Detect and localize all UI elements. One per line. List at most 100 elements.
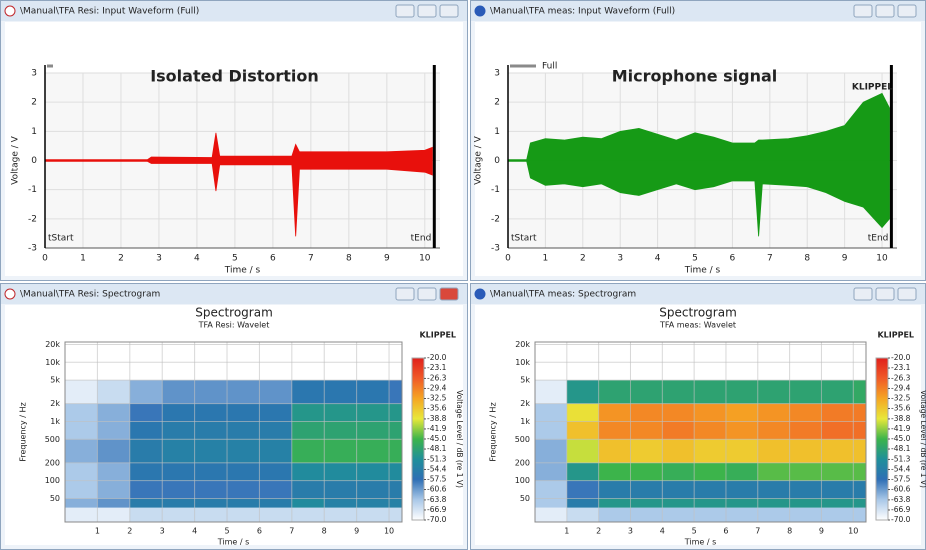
y-tick-label: 50 (520, 494, 530, 503)
minimize-button[interactable] (854, 5, 872, 17)
close-button[interactable] (898, 5, 916, 17)
heatmap-cell (259, 498, 291, 507)
x-tick-label: 6 (257, 527, 262, 536)
maximize-button[interactable] (418, 288, 436, 300)
colorbar-tick-label: -51.3 (427, 454, 447, 463)
heatmap-cell (567, 498, 599, 507)
x-tick-label: 0 (42, 254, 48, 264)
heatmap-cell (630, 421, 662, 439)
colorbar-label: Voltage Level / dB (re 1 V) (919, 390, 926, 488)
x-tick-label: 8 (322, 527, 327, 536)
x-tick-label: 1 (95, 527, 100, 536)
heatmap-cell (130, 344, 162, 362)
colorbar-tick-label: -23.1 (891, 363, 911, 372)
heatmap-cell (357, 404, 389, 422)
heatmap-cell (694, 463, 726, 481)
heatmap-cell (630, 404, 662, 422)
heatmap-cell (758, 404, 790, 422)
heatmap-cell (758, 380, 790, 404)
colorbar-tick-label: -32.5 (891, 394, 911, 403)
marker-label: tEnd (868, 234, 889, 244)
colorbar-tick-label: -63.8 (891, 495, 911, 504)
close-button[interactable] (898, 288, 916, 300)
heatmap-cell (726, 380, 758, 404)
heatmap-cell (259, 481, 291, 499)
heatmap-cell (790, 404, 822, 422)
x-tick-label: 3 (160, 527, 165, 536)
x-tick-label: 8 (787, 527, 792, 536)
heatmap-cell (535, 439, 567, 463)
colorbar-tick-label: -60.6 (427, 485, 447, 494)
x-tick-label: 4 (660, 527, 665, 536)
y-tick-label: -1 (491, 185, 500, 195)
heatmap-cell (599, 344, 631, 362)
heatmap-cell (758, 344, 790, 362)
y-tick-label: 3 (494, 69, 500, 79)
maximize-button[interactable] (876, 288, 894, 300)
window-title: \Manual\TFA meas: Spectrogram (490, 290, 636, 300)
colorbar-tick-label: -41.9 (427, 424, 447, 433)
heatmap-cell (292, 421, 324, 439)
heatmap-cell (324, 439, 356, 463)
colorbar-tick-label: -38.8 (427, 414, 447, 423)
heatmap-cell (65, 463, 97, 481)
y-tick-label: 2k (50, 399, 60, 408)
heatmap-cell (853, 508, 866, 522)
heatmap-cell (758, 481, 790, 499)
x-tick-label: 3 (156, 254, 162, 264)
heatmap-cell (630, 344, 662, 362)
heatmap-cell (630, 380, 662, 404)
heatmap-cell (97, 498, 129, 507)
heatmap-cell (324, 508, 356, 522)
close-button[interactable] (440, 288, 458, 300)
maximize-button[interactable] (418, 5, 436, 17)
heatmap-cell (821, 481, 853, 499)
colorbar-tick-label: -48.1 (891, 444, 911, 453)
heatmap-cell (292, 481, 324, 499)
heatmap-cell (694, 404, 726, 422)
x-axis-label: Time / s (217, 538, 250, 547)
colorbar-tick-label: -20.0 (427, 353, 447, 362)
heatmap-cell (227, 439, 259, 463)
heatmap-cell (292, 404, 324, 422)
heatmap-cell (821, 508, 853, 522)
heatmap-cell (853, 498, 866, 507)
colorbar-tick-label: -32.5 (427, 394, 447, 403)
x-tick-label: 9 (842, 254, 848, 264)
x-tick-label: 10 (384, 527, 394, 536)
heatmap-cell (630, 362, 662, 380)
legend-label: Full (542, 62, 557, 72)
close-button[interactable] (440, 5, 458, 17)
x-tick-label: 6 (730, 254, 736, 264)
minimize-button[interactable] (854, 288, 872, 300)
heatmap-cell (599, 439, 631, 463)
heatmap-cell (324, 362, 356, 380)
heatmap-cell (324, 463, 356, 481)
heatmap-cell (259, 344, 291, 362)
heatmap-cell (97, 380, 129, 404)
x-axis-label: Time / s (224, 266, 261, 276)
colorbar-tick-label: -63.8 (427, 495, 447, 504)
heatmap-cell (97, 362, 129, 380)
heatmap-cell (662, 380, 694, 404)
heatmap-cell (162, 380, 194, 404)
colorbar-tick-label: -35.6 (427, 404, 447, 413)
heatmap-cell (694, 421, 726, 439)
y-tick-label: 20k (515, 340, 530, 349)
maximize-button[interactable] (876, 5, 894, 17)
heatmap-cell (599, 463, 631, 481)
heatmap-cell (790, 481, 822, 499)
heatmap-cell (599, 380, 631, 404)
heatmap-cell (535, 362, 567, 380)
colorbar-tick-label: -66.9 (427, 505, 447, 514)
colorbar-tick-label: -54.4 (891, 464, 911, 473)
colorbar-label: Voltage Level / dB (re 1 V) (455, 390, 464, 488)
heatmap-cell (130, 508, 162, 522)
x-tick-label: 5 (692, 254, 698, 264)
heatmap-cell (662, 344, 694, 362)
minimize-button[interactable] (396, 288, 414, 300)
heatmap-cell (630, 463, 662, 481)
heatmap-cell (324, 380, 356, 404)
colorbar-tick-label: -48.1 (427, 444, 447, 453)
minimize-button[interactable] (396, 5, 414, 17)
